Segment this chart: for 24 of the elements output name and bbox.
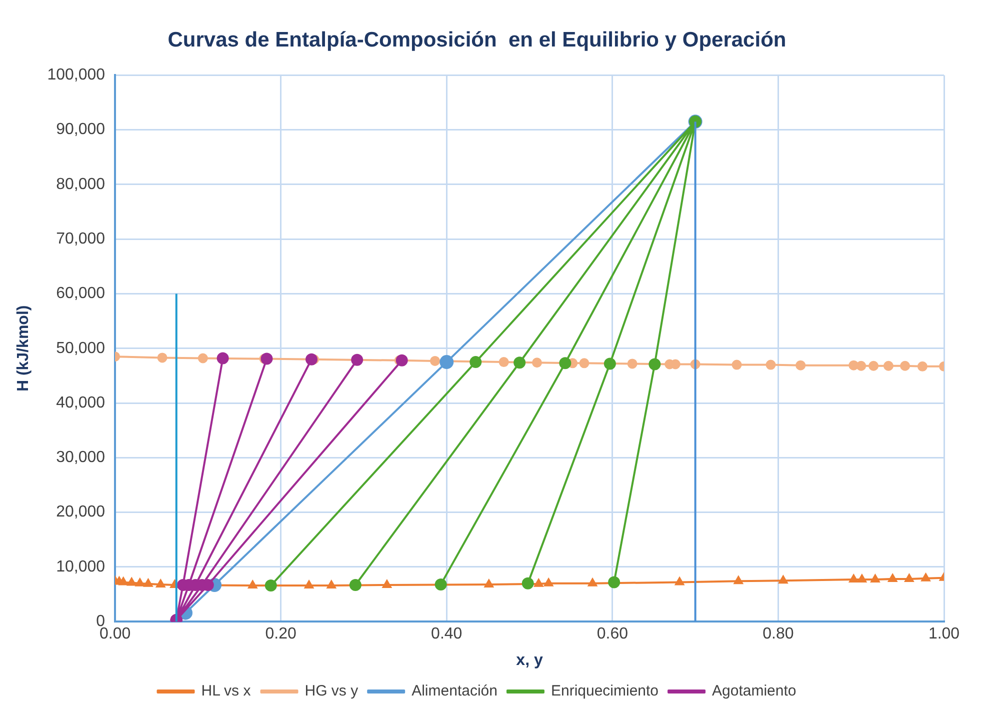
x-tick-label: 1.00 <box>928 626 960 643</box>
y-tick-label: 30,000 <box>56 449 106 466</box>
y-tick-label: 100,000 <box>47 66 106 84</box>
y-tick-label: 40,000 <box>56 394 106 412</box>
x-tick-label: 0.00 <box>99 626 131 643</box>
y-tick-label: 80,000 <box>56 176 106 193</box>
y-tick-label: 20,000 <box>56 504 106 521</box>
y-tick-label: 60,000 <box>56 285 106 302</box>
y-tick-label: 90,000 <box>56 121 106 138</box>
chart-title: Curvas de Entalpía-Composición en el Equilibrio y Operación <box>168 28 786 52</box>
legend-label: Enriquecimiento <box>550 682 659 700</box>
legend-label: HG vs y <box>304 682 359 700</box>
x-tick-label: 0.60 <box>596 626 628 643</box>
legend-label: Agotamiento <box>712 682 796 700</box>
x-tick-label: 0.80 <box>762 626 794 643</box>
y-tick-label: 50,000 <box>56 340 106 357</box>
legend-label: HL vs x <box>201 682 252 700</box>
y-axis-title: H (kJ/kmol) <box>15 305 32 392</box>
legend-label: Alimentación <box>412 682 498 700</box>
y-tick-label: 10,000 <box>56 558 106 576</box>
y-tick-label: 70,000 <box>56 230 106 248</box>
x-tick-label: 0.40 <box>431 626 462 643</box>
x-tick-label: 0.20 <box>265 626 296 643</box>
x-axis-title: x, y <box>516 652 543 669</box>
